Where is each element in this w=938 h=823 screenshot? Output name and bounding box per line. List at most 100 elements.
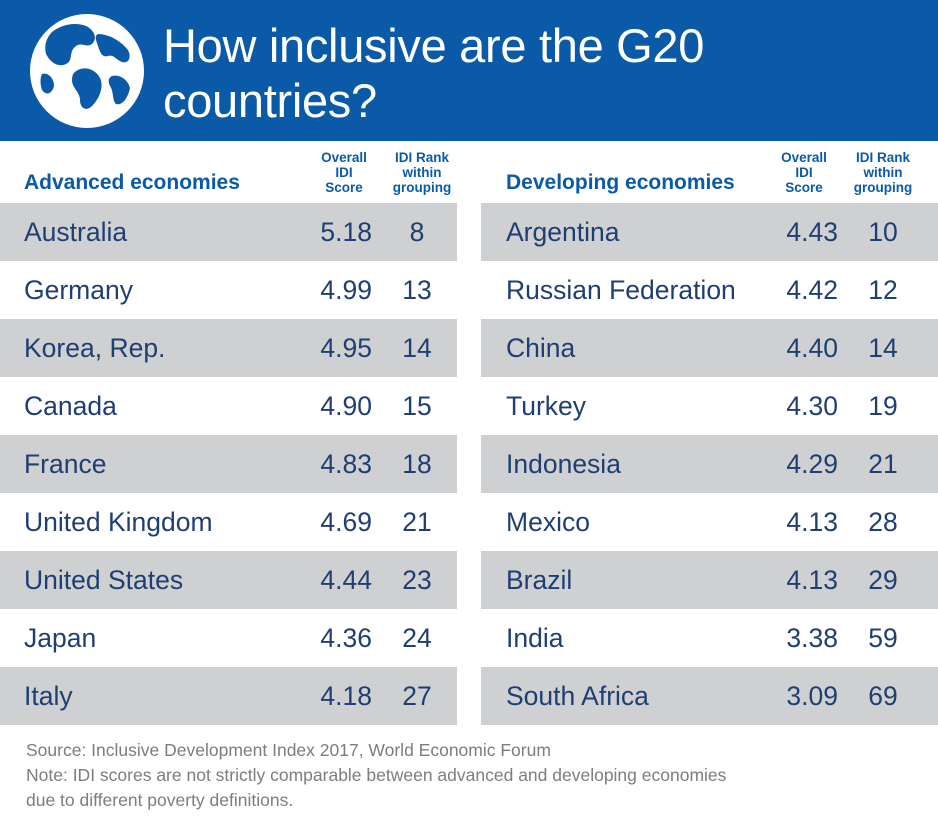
idi-rank: 8 (409, 217, 425, 247)
table-row: Japan 4.36 24 (0, 609, 457, 667)
idi-score: 4.13 (786, 507, 838, 537)
table-row: France 4.83 18 (0, 435, 457, 493)
country-name: China (506, 333, 576, 363)
idi-score: 4.83 (320, 449, 372, 479)
idi-score: 4.30 (786, 391, 838, 421)
group-heading-advanced: Advanced economies (24, 171, 240, 194)
country-name: Germany (24, 275, 133, 305)
country-name: Korea, Rep. (24, 333, 166, 363)
idi-rank: 10 (868, 217, 898, 247)
globe-icon (30, 14, 144, 128)
idi-score: 4.99 (320, 275, 372, 305)
table-row: Turkey 4.30 19 (481, 377, 938, 435)
idi-rank: 21 (402, 507, 432, 537)
table-row: Russian Federation 4.42 12 (481, 261, 938, 319)
table-row: United States 4.44 23 (0, 551, 457, 609)
title-banner: How inclusive are the G20 countries? (0, 0, 938, 141)
rank-heading-line: within (863, 165, 903, 180)
score-column-heading: Overall IDI Score (306, 150, 382, 195)
title-line-2: countries? (163, 74, 377, 127)
idi-rank: 24 (402, 623, 432, 653)
idi-score: 4.90 (320, 391, 372, 421)
idi-score: 4.18 (320, 681, 372, 711)
table-row: Germany 4.99 13 (0, 261, 457, 319)
idi-score: 4.13 (786, 565, 838, 595)
idi-score: 3.09 (786, 681, 838, 711)
score-heading-line: Score (325, 180, 363, 195)
group-heading-developing: Developing economies (506, 171, 735, 194)
country-name: India (506, 623, 564, 653)
country-name: Australia (24, 217, 128, 247)
idi-rank: 29 (868, 565, 898, 595)
country-name: Turkey (506, 391, 587, 421)
country-name: Italy (24, 681, 73, 711)
score-heading-line: Overall (781, 150, 827, 165)
idi-rank: 27 (402, 681, 432, 711)
score-column-heading: Overall IDI Score (766, 150, 842, 195)
score-heading-line: IDI (335, 165, 353, 180)
idi-rank: 69 (868, 681, 898, 711)
chart-title: How inclusive are the G20 countries? (163, 18, 923, 128)
idi-score: 4.42 (786, 275, 838, 305)
country-name: Russian Federation (506, 275, 736, 305)
table-row: Australia 5.18 8 (0, 203, 457, 261)
country-name: Japan (24, 623, 97, 653)
footnotes: Source: Inclusive Development Index 2017… (26, 738, 926, 813)
table-row: India 3.38 59 (481, 609, 938, 667)
rank-column-heading: IDI Rank within grouping (844, 150, 922, 195)
idi-rank: 21 (868, 449, 898, 479)
idi-score: 5.18 (320, 217, 372, 247)
country-name: United States (24, 565, 184, 595)
country-name: France (24, 449, 107, 479)
country-name: Indonesia (506, 449, 621, 479)
score-heading-line: Overall (321, 150, 367, 165)
idi-score: 4.40 (786, 333, 838, 363)
note-line-2: due to different poverty definitions. (26, 790, 294, 810)
idi-score: 4.29 (786, 449, 838, 479)
table-row: Argentina 4.43 10 (481, 203, 938, 261)
idi-score: 3.38 (786, 623, 838, 653)
idi-rank: 19 (868, 391, 898, 421)
idi-rank: 13 (402, 275, 432, 305)
idi-rank: 23 (402, 565, 432, 595)
rank-heading-line: IDI Rank (855, 150, 910, 165)
score-heading-line: Score (785, 180, 823, 195)
idi-score: 4.69 (320, 507, 372, 537)
country-name: Brazil (506, 565, 573, 595)
idi-rank: 14 (868, 333, 898, 363)
table-row: Indonesia 4.29 21 (481, 435, 938, 493)
table-row: Mexico 4.13 28 (481, 493, 938, 551)
table-row: Canada 4.90 15 (0, 377, 457, 435)
table-row: United Kingdom 4.69 21 (0, 493, 457, 551)
idi-score: 4.43 (786, 217, 838, 247)
idi-rank: 15 (402, 391, 432, 421)
title-line-1: How inclusive are the G20 (163, 19, 705, 72)
table-row: China 4.40 14 (481, 319, 938, 377)
table-row: Italy 4.18 27 (0, 667, 457, 725)
rank-heading-line: within (402, 165, 442, 180)
idi-rank: 18 (402, 449, 432, 479)
country-name: South Africa (506, 681, 649, 711)
advanced-economies-table: Australia 5.18 8 Germany 4.99 13 Korea, Rep. 4.… (0, 203, 457, 725)
table-row: South Africa 3.09 69 (481, 667, 938, 725)
idi-rank: 59 (868, 623, 898, 653)
rank-column-heading: IDI Rank within grouping (384, 150, 460, 195)
table-row: Brazil 4.13 29 (481, 551, 938, 609)
rank-heading-line: IDI Rank (394, 150, 449, 165)
table-row: Korea, Rep. 4.95 14 (0, 319, 457, 377)
country-name: Argentina (506, 217, 620, 247)
comparability-note: Note: IDI scores are not strictly compar… (26, 763, 926, 813)
rank-heading-line: grouping (853, 180, 913, 195)
country-name: United Kingdom (24, 507, 213, 537)
country-name: Mexico (506, 507, 590, 537)
note-line-1: Note: IDI scores are not strictly compar… (26, 765, 727, 785)
score-heading-line: IDI (795, 165, 813, 180)
idi-rank: 12 (868, 275, 898, 305)
idi-rank: 14 (402, 333, 432, 363)
country-name: Canada (24, 391, 117, 421)
idi-score: 4.95 (320, 333, 372, 363)
idi-score: 4.36 (320, 623, 372, 653)
source-note: Source: Inclusive Development Index 2017… (26, 740, 551, 760)
rank-heading-line: grouping (392, 180, 452, 195)
idi-rank: 28 (868, 507, 898, 537)
